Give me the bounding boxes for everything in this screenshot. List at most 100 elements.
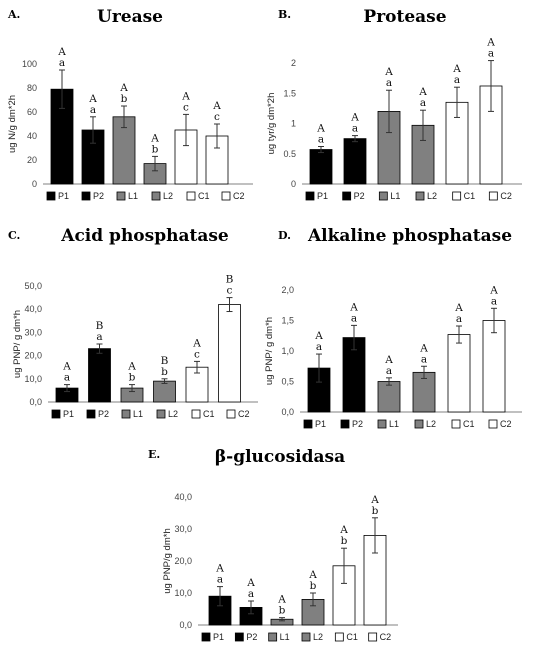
significance-letter-lower: a	[248, 588, 254, 600]
panel-label: C.	[8, 229, 20, 242]
legend-swatch-C2	[488, 419, 498, 429]
legend-label-P1: P1	[58, 191, 69, 201]
significance-letter-lower: b	[310, 580, 317, 592]
significance-letter-lower: a	[90, 104, 96, 116]
legend-label-L2: L2	[163, 191, 173, 201]
legend-label-L2: L2	[313, 632, 323, 642]
chart-title: β-glucosidasa	[215, 447, 345, 467]
significance-letter-upper: A	[62, 361, 71, 373]
significance-letter-lower: a	[454, 74, 460, 86]
legend-label-P2: P2	[354, 191, 365, 201]
y-tick-label: 60	[27, 107, 37, 117]
legend-label-C1: C1	[203, 409, 215, 419]
legend-label-C1: C1	[198, 191, 210, 201]
significance-letter-lower: a	[217, 574, 223, 586]
y-tick-label: 1	[291, 119, 296, 129]
legend-swatch-C1	[452, 191, 462, 201]
significance-letter-upper: A	[246, 577, 255, 589]
y-tick-label: 0,0	[281, 407, 294, 417]
legend-label-C1: C1	[463, 419, 475, 429]
y-tick-label: 40,0	[24, 304, 42, 314]
significance-letter-lower: c	[183, 101, 189, 113]
legend-label-P2: P2	[98, 409, 109, 419]
significance-letter-upper: A	[215, 563, 224, 575]
legend-label-P2: P2	[352, 419, 363, 429]
significance-letter-lower: a	[386, 77, 392, 89]
bar-P2	[343, 138, 367, 185]
bar-P2	[88, 348, 111, 403]
y-tick-label: 30,0	[24, 327, 42, 337]
legend-label-L2: L2	[427, 191, 437, 201]
significance-letter-lower: a	[316, 341, 322, 353]
legend-label-P1: P1	[63, 409, 74, 419]
significance-letter-lower: b	[121, 93, 128, 105]
y-tick-label: 20	[27, 155, 37, 165]
y-tick-label: 40	[27, 131, 37, 141]
bar-C1	[447, 334, 471, 413]
panel-label: B.	[278, 8, 291, 21]
panel-label: E.	[148, 448, 160, 461]
significance-letter-upper: A	[452, 63, 461, 75]
legend-swatch-C2	[221, 191, 231, 201]
legend-swatch-P2	[342, 191, 352, 201]
legend-label-L1: L1	[128, 191, 138, 201]
y-axis-label: ug PNP/ g dm*h	[264, 317, 275, 385]
panel-label: A.	[7, 8, 20, 21]
y-tick-label: 80	[27, 83, 37, 93]
legend-swatch-L2	[415, 191, 425, 201]
chart-title: Protease	[363, 7, 446, 27]
y-tick-label: 0	[291, 179, 296, 189]
y-axis-label: ug tyr/g dm*2h	[266, 93, 277, 155]
significance-letter-upper: A	[384, 66, 393, 78]
legend-swatch-C2	[488, 191, 498, 201]
significance-letter-upper: A	[192, 337, 201, 349]
y-tick-label: 0,0	[29, 397, 42, 407]
legend-swatch-C2	[226, 409, 236, 419]
significance-letter-upper: A	[316, 122, 325, 134]
legend-swatch-C1	[191, 409, 201, 419]
bar-P1	[309, 149, 333, 185]
y-tick-label: 20,0	[174, 556, 192, 566]
significance-letter-lower: a	[96, 331, 102, 343]
y-tick-label: 0,0	[179, 620, 192, 630]
y-tick-label: 10,0	[24, 374, 42, 384]
significance-letter-upper: A	[314, 330, 323, 342]
y-tick-label: 30,0	[174, 524, 192, 534]
significance-letter-upper: A	[454, 302, 463, 314]
significance-letter-upper: A	[486, 37, 495, 49]
y-axis-label: ug PNP/ g dm*h	[12, 310, 23, 378]
legend-swatch-L2	[414, 419, 424, 429]
significance-letter-upper: A	[419, 342, 428, 354]
legend-swatch-L1	[116, 191, 126, 201]
significance-letter-lower: b	[129, 372, 136, 384]
significance-letter-lower: c	[214, 111, 220, 123]
legend-swatch-L2	[151, 191, 161, 201]
significance-letter-lower: a	[491, 295, 497, 307]
legend-label-L1: L1	[280, 632, 290, 642]
bar-C2	[218, 304, 241, 403]
y-axis-label: ug PNP/g dm*h	[162, 528, 173, 593]
significance-letter-upper: A	[370, 494, 379, 506]
chart-panel-5: E. β-glucosidasa ug PNP/g dm*h 0,0 10,0 20,0 3…	[148, 447, 398, 642]
legend-label-C2: C2	[233, 191, 245, 201]
chart-title: Alkaline phosphatase	[307, 226, 512, 246]
legend-label-L1: L1	[390, 191, 400, 201]
legend-label-P2: P2	[246, 632, 257, 642]
y-tick-label: 1,5	[281, 316, 294, 326]
legend-label-L2: L2	[168, 409, 178, 419]
y-axis-label: ug N/g dm*2h	[7, 95, 18, 153]
significance-letter-upper: A	[489, 284, 498, 296]
y-tick-label: 20,0	[24, 351, 42, 361]
legend-label-P1: P1	[315, 419, 326, 429]
bar-L2	[153, 380, 176, 403]
legend-label-L1: L1	[389, 419, 399, 429]
significance-letter-upper: B	[161, 355, 169, 367]
significance-letter-upper: B	[226, 274, 234, 286]
significance-letter-upper: A	[349, 301, 358, 313]
y-tick-label: 0.5	[283, 149, 296, 159]
legend-swatch-C1	[451, 419, 461, 429]
significance-letter-lower: c	[194, 348, 200, 360]
